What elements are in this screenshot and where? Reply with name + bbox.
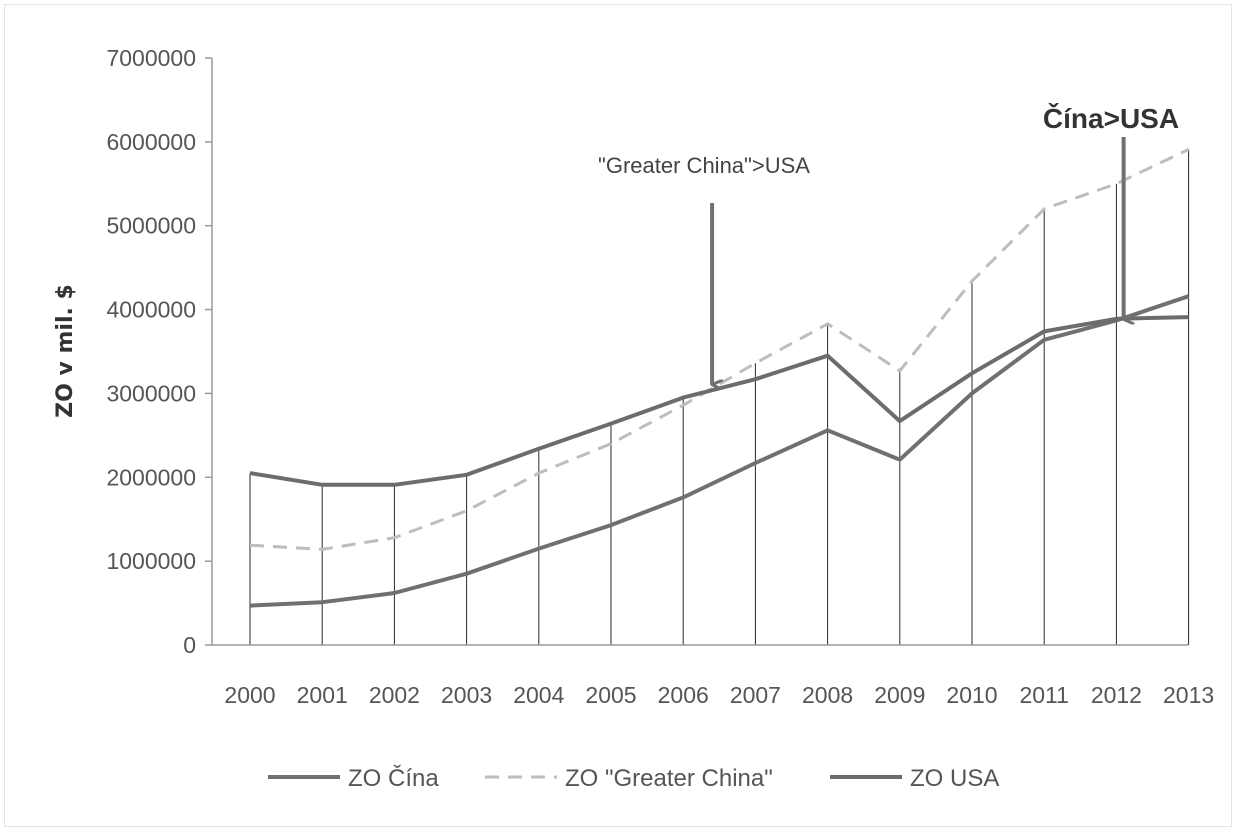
y-axis-label: ZO v mil. $	[53, 284, 78, 418]
x-tick-label: 2013	[1163, 682, 1214, 708]
series-line-0	[249, 294, 1190, 608]
y-tick-label: 7000000	[106, 45, 196, 71]
x-tick-label: 2012	[1091, 682, 1142, 708]
x-tick-label: 2007	[730, 682, 781, 708]
legend-label: ZO "Greater China"	[565, 765, 773, 792]
legend-label: ZO Čína	[348, 764, 439, 792]
x-tick-label: 2005	[585, 682, 636, 708]
series-line-2	[249, 315, 1189, 487]
x-tick-label: 2000	[224, 682, 275, 708]
x-tick-label: 2006	[658, 682, 709, 708]
x-tick-label: 2011	[1019, 682, 1068, 708]
series-line-1	[249, 148, 1190, 551]
legend-label: ZO USA	[910, 765, 999, 792]
y-tick-label: 0	[183, 632, 196, 658]
x-tick-label: 2008	[802, 682, 853, 708]
y-tick-label: 6000000	[106, 129, 196, 155]
y-tick-label: 4000000	[106, 297, 196, 323]
x-tick-label: 2001	[297, 682, 348, 708]
y-tick-label: 1000000	[106, 548, 196, 574]
x-tick-label: 2010	[946, 682, 997, 708]
annotation-label: "Greater China">USA	[598, 153, 810, 178]
y-tick-label: 5000000	[106, 213, 196, 239]
x-tick-label: 2002	[369, 682, 420, 708]
y-tick-label: 2000000	[106, 464, 196, 490]
x-tick-label: 2003	[441, 682, 492, 708]
annotation-label: Čína>USA	[1043, 102, 1179, 134]
x-tick-label: 2009	[874, 682, 925, 708]
y-tick-label: 3000000	[106, 380, 196, 406]
x-tick-label: 2004	[513, 682, 564, 708]
chart-frame	[4, 4, 1232, 827]
